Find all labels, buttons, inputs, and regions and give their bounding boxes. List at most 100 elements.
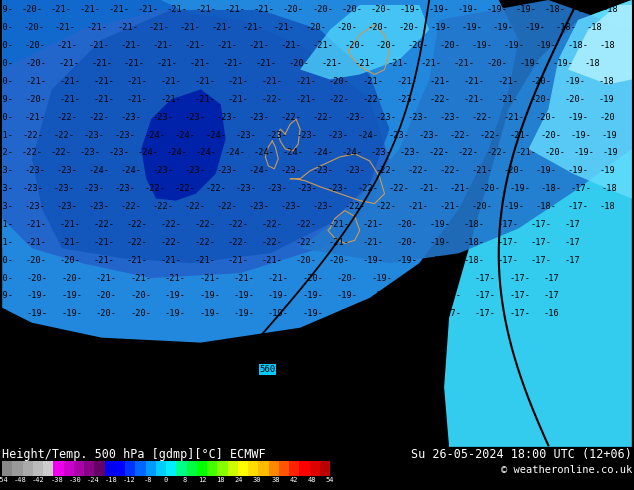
Text: -22-: -22- (449, 130, 470, 140)
Text: -20-: -20- (312, 5, 333, 14)
Text: -21-: -21- (440, 202, 461, 211)
Text: -23-: -23- (312, 202, 333, 211)
Text: -42: -42 (32, 477, 45, 483)
Text: -19-: -19- (199, 309, 220, 318)
Text: -18-: -18- (574, 5, 595, 14)
Text: -19-: -19- (0, 5, 13, 14)
Text: -23-: -23- (440, 113, 461, 122)
Polygon shape (2, 0, 489, 328)
Text: -20-: -20- (295, 256, 316, 265)
Text: -19-: -19- (199, 292, 220, 300)
Text: -18: -18 (586, 24, 602, 32)
Text: -19: -19 (598, 95, 614, 104)
Text: -18-: -18- (545, 5, 566, 14)
Text: -8: -8 (143, 477, 152, 483)
Text: -23-: -23- (388, 130, 409, 140)
Text: -23-: -23- (297, 184, 318, 193)
Text: -19: -19 (601, 130, 617, 140)
Text: -21-: -21- (60, 238, 81, 247)
Text: -23-: -23- (327, 184, 348, 193)
Text: -22-: -22- (152, 202, 173, 211)
Text: -21-: -21- (254, 5, 275, 14)
Text: -23-: -23- (370, 148, 391, 157)
Text: -48: -48 (14, 477, 27, 483)
Text: -20-: -20- (130, 292, 151, 300)
Text: -19-: -19- (302, 292, 323, 300)
Text: -21-: -21- (463, 77, 484, 86)
Text: -20-: -20- (26, 256, 47, 265)
Text: -19-: -19- (493, 24, 514, 32)
Polygon shape (2, 10, 389, 278)
Text: -22-: -22- (23, 130, 44, 140)
Text: -24-: -24- (196, 148, 217, 157)
Text: -22-: -22- (22, 148, 42, 157)
Polygon shape (32, 10, 389, 263)
Text: -16: -16 (544, 309, 559, 318)
Text: -24-: -24- (341, 148, 362, 157)
Text: -20-: -20- (0, 41, 13, 50)
Text: -19-: -19- (27, 292, 48, 300)
Text: -21-: -21- (60, 95, 81, 104)
Text: -19-: -19- (61, 309, 82, 318)
Text: -21-: -21- (497, 77, 518, 86)
Text: -18: -18 (603, 5, 619, 14)
Text: -23-: -23- (0, 184, 13, 193)
Text: -24-: -24- (254, 148, 275, 157)
Text: -19-: -19- (515, 5, 536, 14)
Text: -18: -18 (600, 41, 616, 50)
Bar (145, 461, 156, 476)
Bar (43, 461, 53, 476)
Text: -24-: -24- (225, 148, 246, 157)
Text: -21-: -21- (88, 41, 109, 50)
Text: -21-: -21- (228, 77, 249, 86)
Text: -21-: -21- (295, 77, 316, 86)
Text: -21-: -21- (194, 95, 215, 104)
Text: -23-: -23- (184, 166, 205, 175)
Text: -23-: -23- (266, 184, 287, 193)
Bar (22, 461, 33, 476)
Text: -18-: -18- (463, 256, 484, 265)
Text: -20-: -20- (0, 77, 13, 86)
Text: -22-: -22- (194, 220, 215, 229)
Text: -22-: -22- (472, 113, 493, 122)
Bar (2, 461, 12, 476)
Text: -21-: -21- (449, 184, 470, 193)
Text: -18-: -18- (337, 309, 358, 318)
Text: -23-: -23- (344, 166, 365, 175)
Text: -21-: -21- (190, 59, 211, 68)
Text: -20-: -20- (96, 292, 117, 300)
Text: -19-: -19- (568, 166, 589, 175)
Text: -21-: -21- (363, 220, 384, 229)
Text: -19-: -19- (406, 273, 427, 283)
Text: -24-: -24- (358, 130, 378, 140)
Text: -21-: -21- (86, 24, 107, 32)
Text: -18: -18 (585, 59, 601, 68)
Text: -21-: -21- (262, 77, 283, 86)
Text: Height/Temp. 500 hPa [gdmp][°C] ECMWF: Height/Temp. 500 hPa [gdmp][°C] ECMWF (2, 448, 266, 461)
Text: -22-: -22- (329, 95, 350, 104)
Text: -18: -18 (598, 77, 614, 86)
Text: -17-: -17- (509, 273, 530, 283)
Text: -20: -20 (600, 113, 616, 122)
Polygon shape (300, 0, 632, 263)
Text: -20-: -20- (341, 5, 362, 14)
Bar (63, 461, 74, 476)
Text: -19-: -19- (519, 59, 540, 68)
Text: -21-: -21- (51, 5, 72, 14)
Bar (289, 461, 299, 476)
Text: -21-: -21- (127, 77, 148, 86)
Text: -21-: -21- (268, 273, 289, 283)
Text: -21-: -21- (233, 273, 254, 283)
Text: 30: 30 (253, 477, 261, 483)
Text: -23-: -23- (236, 184, 257, 193)
Text: -19-: -19- (524, 24, 545, 32)
Text: -21-: -21- (0, 220, 13, 229)
Text: -19-: -19- (233, 309, 254, 318)
Text: -20-: -20- (399, 24, 420, 32)
Text: -21-: -21- (120, 41, 141, 50)
Text: -23-: -23- (184, 113, 205, 122)
Text: -19-: -19- (337, 292, 358, 300)
Text: -20-: -20- (130, 309, 151, 318)
Text: -19-: -19- (568, 113, 589, 122)
Text: 54: 54 (326, 477, 334, 483)
